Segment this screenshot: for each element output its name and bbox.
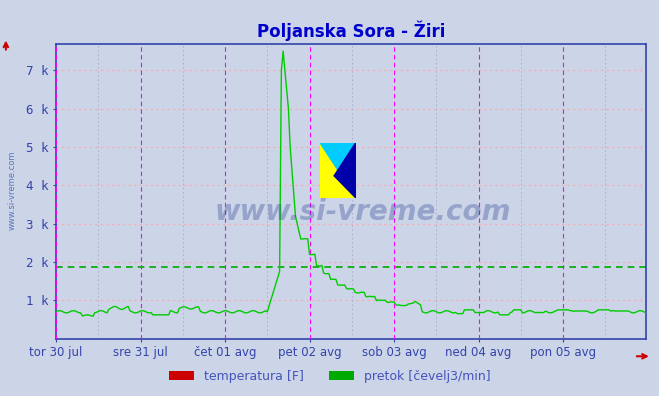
Text: www.si-vreme.com: www.si-vreme.com [214,198,511,226]
Legend: temperatura [F], pretok [čevelj3/min]: temperatura [F], pretok [čevelj3/min] [163,365,496,388]
Polygon shape [320,143,356,198]
Polygon shape [334,143,356,198]
Title: Poljanska Sora - Žiri: Poljanska Sora - Žiri [257,20,445,41]
Text: www.si-vreme.com: www.si-vreme.com [8,150,17,230]
